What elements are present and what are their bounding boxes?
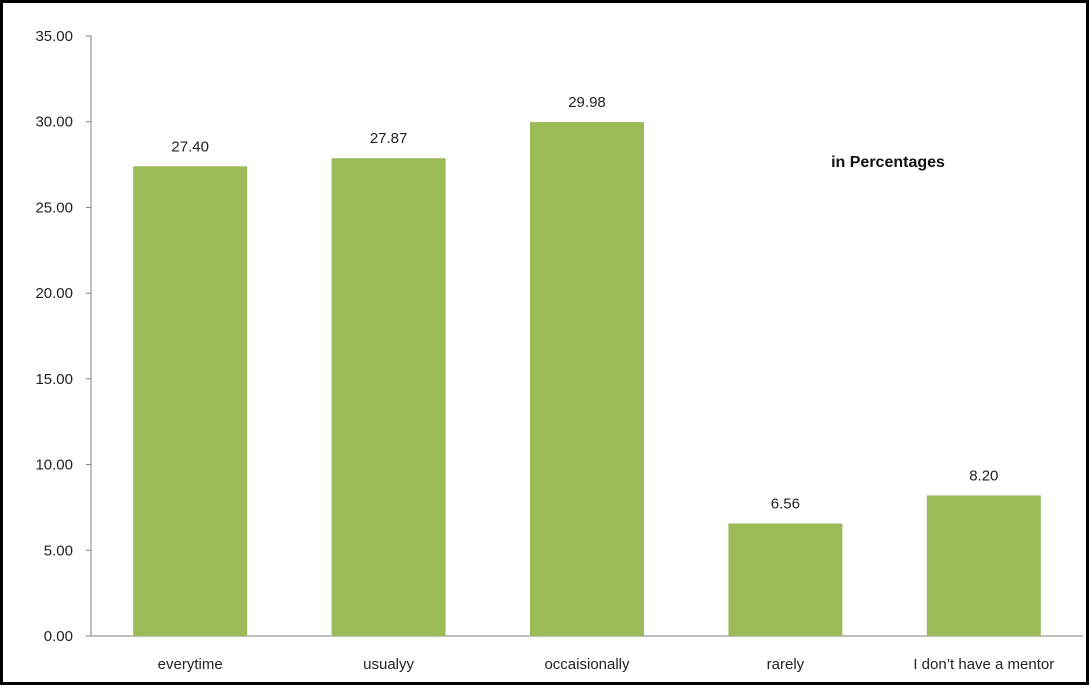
data-label: 27.87 [370,130,408,147]
y-tick-label: 5.00 [44,542,73,559]
data-label: 27.40 [171,138,209,155]
y-tick-label: 35.00 [35,28,73,45]
bar [926,495,1041,636]
bar-chart: 0.00 5.00 10.00 15.00 20.00 25.00 30.00 35.00 2… [35,28,1083,673]
y-tick-label: 0.00 [44,628,73,645]
y-axis: 0.00 5.00 10.00 15.00 20.00 25.00 30.00 35.00 [35,28,92,645]
y-tick-label: 25.00 [35,199,73,216]
y-tick-label: 15.00 [35,371,73,388]
data-label: 6.56 [771,496,800,513]
data-labels: 27.40 27.87 29.98 6.56 8.20 [171,94,998,512]
bar [728,523,843,636]
category-label: everytime [158,656,223,673]
bar [331,158,446,636]
category-label: I don’t have a mentor [913,656,1054,673]
y-tick-label: 30.00 [35,114,73,131]
category-label: rarely [767,656,805,673]
data-label: 8.20 [969,467,998,484]
y-tick-label: 10.00 [35,457,73,474]
category-labels: everytime usualyy occaisionally rarely I don… [158,656,1055,673]
chart-title: in Percentages [831,154,945,171]
y-tick-label: 20.00 [35,285,73,302]
category-label: usualyy [363,656,414,673]
bar [133,166,248,637]
bars [133,122,1041,637]
bar [530,122,644,637]
data-label: 29.98 [568,94,606,111]
category-label: occaisionally [544,656,630,673]
